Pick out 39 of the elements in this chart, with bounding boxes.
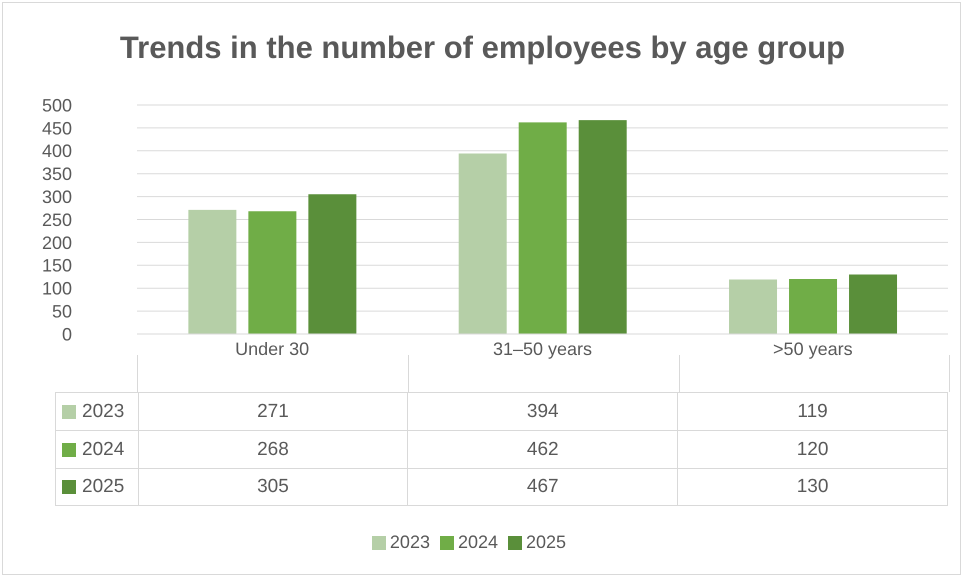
legend-label: 2024 — [82, 438, 124, 460]
y-tick-label: 100 — [42, 278, 72, 299]
text: 2025 — [82, 476, 124, 497]
data-label: 467 — [408, 469, 678, 505]
x-tick-label: Under 30 — [235, 338, 310, 359]
bar — [729, 280, 778, 334]
bar — [789, 279, 838, 334]
data-label: 271 — [138, 393, 408, 430]
bar — [518, 122, 567, 334]
data-label: 119 — [796, 400, 829, 424]
data-label: 268 — [138, 431, 408, 468]
x-tick-label: >50 years — [773, 338, 853, 359]
y-tick-label: 350 — [42, 164, 72, 184]
y-tick-label: 400 — [42, 141, 72, 162]
text: 2023 — [390, 532, 430, 552]
bar — [849, 274, 898, 334]
y-tick-label: 450 — [42, 118, 72, 138]
y-tick-label: 150 — [42, 256, 72, 276]
bar — [308, 194, 356, 334]
x-tick-label: 31–50 years — [492, 338, 592, 359]
y-tick-label: 500 — [42, 95, 72, 116]
data-label: 462 — [408, 431, 678, 468]
legend-label: 2025 — [526, 532, 566, 552]
data-label: 394 — [408, 393, 678, 430]
data-label: 305 — [138, 469, 408, 505]
y-tick-label: 200 — [42, 232, 72, 253]
data-label: 120 — [796, 438, 830, 462]
bar — [248, 211, 296, 334]
chart-title: Trends in the number of employees by age group — [118, 30, 846, 66]
data-label: 130 — [796, 475, 830, 499]
y-tick-label: 300 — [42, 186, 72, 207]
bar — [188, 210, 236, 334]
bar — [458, 154, 507, 334]
y-tick-label: 0 — [62, 324, 72, 344]
y-tick-label: 250 — [42, 210, 72, 230]
text: 2024 — [458, 532, 498, 552]
legend-label: 2023 — [82, 400, 124, 422]
y-tick-label: 50 — [52, 301, 72, 322]
bar — [578, 120, 627, 334]
